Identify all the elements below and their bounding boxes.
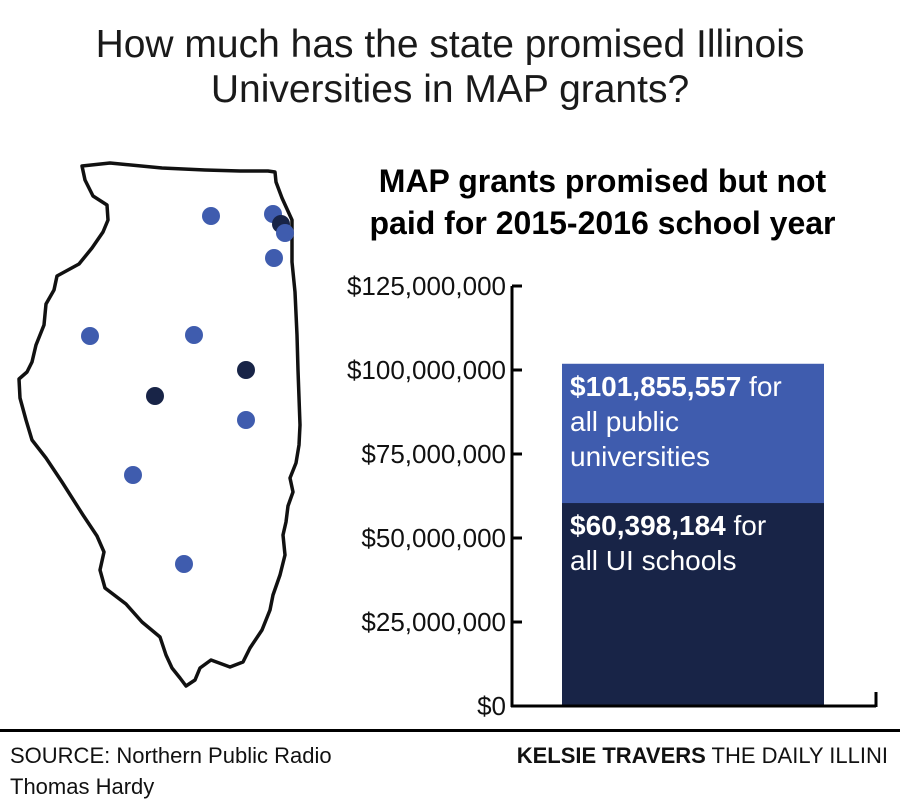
footer-rule	[0, 729, 900, 732]
credit-line: KELSIE TRAVERS THE DAILY ILLINI	[517, 740, 888, 771]
chart-title-line-1: MAP grants promised but not	[378, 163, 827, 199]
source-text: SOURCE: Northern Public Radio	[10, 743, 332, 768]
y-tick-label: $125,000,000	[347, 271, 506, 301]
university-dot	[185, 326, 203, 344]
y-tick-label: $50,000,000	[361, 523, 506, 553]
university-dot	[276, 224, 294, 242]
label-all-ui-schools: $60,398,184 for all UI schools	[570, 508, 766, 578]
university-dot	[146, 387, 164, 405]
bar-label-line: all public	[570, 405, 679, 437]
university-dot	[265, 249, 283, 267]
university-dot	[175, 555, 193, 573]
credit-name: KELSIE TRAVERS	[516, 743, 706, 768]
university-dot	[124, 466, 142, 484]
illinois-outline	[17, 161, 302, 688]
chart-title: MAP grants promised but not paid for 201…	[330, 160, 875, 244]
bar-value-label: $60,398,184	[570, 510, 726, 542]
y-tick-label: $75,000,000	[361, 439, 506, 469]
headline-line-1: How much has the state promised Illinois	[95, 23, 805, 66]
source-block: SOURCE: Northern Public Radio Thomas Har…	[10, 740, 332, 802]
headline: How much has the state promised Illinois…	[0, 22, 900, 112]
bar-label-text: for	[741, 370, 782, 402]
bar-label-text: for	[725, 510, 767, 542]
y-tick-label: $100,000,000	[347, 355, 506, 385]
credit-outlet: THE DAILY ILLINI	[705, 743, 888, 768]
chart-title-line-2: paid for 2015-2016 school year	[369, 205, 836, 241]
headline-line-2: Universities in MAP grants?	[210, 68, 690, 111]
university-dot	[237, 361, 255, 379]
university-dot	[81, 327, 99, 345]
bar-all-ui-schools	[562, 503, 824, 706]
y-tick-label: $25,000,000	[361, 607, 506, 637]
university-dot	[202, 207, 220, 225]
bar-label-line: all UI schools	[570, 545, 737, 577]
university-dot	[237, 411, 255, 429]
bar-value-label: $101,855,557	[570, 370, 742, 402]
label-all-public-universities: $101,855,557 for all public universities	[570, 369, 782, 474]
bar-label-line: universities	[570, 440, 711, 472]
author-text: Thomas Hardy	[10, 774, 155, 799]
y-tick-label: $0	[477, 691, 506, 721]
